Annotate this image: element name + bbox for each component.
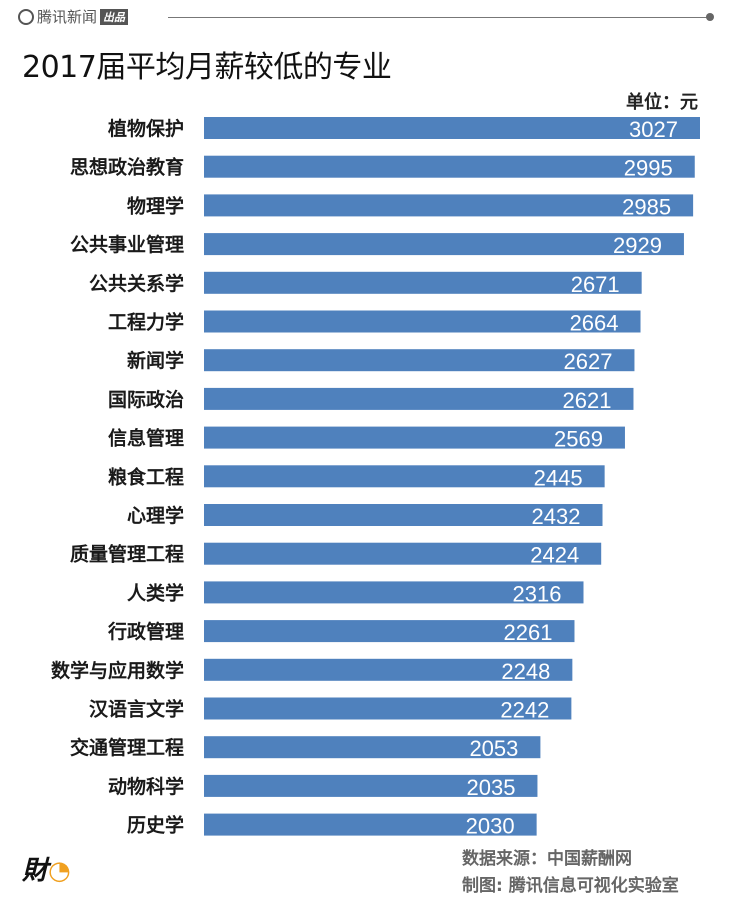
category-label: 人类学	[127, 581, 184, 604]
bar	[204, 387, 634, 410]
value-label: 2445	[534, 465, 583, 490]
bar	[204, 620, 575, 643]
category-label: 行政管理	[107, 620, 184, 643]
chart-credit: 制图: 腾讯信息可视化实验室	[462, 876, 679, 896]
unit-label: 单位：元	[626, 92, 698, 113]
divider-dot	[706, 13, 714, 21]
bar	[204, 194, 694, 217]
category-label: 新闻学	[127, 349, 184, 372]
value-label: 2569	[554, 427, 603, 452]
category-label: 信息管理	[108, 427, 184, 450]
bar	[204, 233, 684, 256]
value-label: 2929	[613, 233, 662, 258]
category-label: 数学与应用数学	[51, 659, 184, 682]
category-label: 物理学	[127, 194, 184, 217]
value-label: 2030	[466, 814, 515, 839]
category-label: 国际政治	[108, 388, 184, 411]
tencent-logo-icon	[18, 8, 34, 25]
caikanjian-logo: 財◔	[22, 856, 71, 886]
header-divider	[168, 17, 708, 18]
bar	[204, 349, 635, 372]
bar	[204, 271, 642, 294]
bar	[204, 310, 641, 333]
category-label: 粮食工程	[108, 465, 184, 488]
value-label: 2664	[570, 311, 619, 336]
bar	[204, 426, 625, 449]
bar	[204, 658, 573, 681]
brand-logo: 腾讯新闻 出品	[18, 6, 129, 27]
value-label: 2985	[622, 194, 671, 219]
value-label: 2432	[532, 504, 581, 529]
brand-tag: 出品	[100, 8, 129, 25]
bar	[204, 697, 572, 720]
category-label: 公共关系学	[89, 272, 184, 295]
bar	[204, 813, 537, 836]
category-label: 历史学	[127, 814, 184, 837]
data-source: 数据来源：中国薪酬网	[462, 849, 632, 869]
bar	[204, 542, 602, 565]
category-label: 公共事业管理	[70, 233, 184, 256]
value-label: 2242	[500, 698, 549, 723]
value-label: 2621	[563, 388, 612, 413]
bar	[204, 465, 605, 488]
value-label: 2424	[530, 543, 579, 568]
value-label: 2248	[501, 659, 550, 684]
bar	[204, 155, 695, 178]
category-label: 汉语言文学	[89, 698, 184, 721]
value-label: 2261	[504, 620, 553, 645]
value-label: 2995	[624, 156, 673, 181]
value-label: 2035	[466, 775, 515, 800]
category-label: 植物保护	[108, 117, 184, 140]
category-label: 质量管理工程	[70, 543, 184, 566]
category-label: 交通管理工程	[70, 736, 184, 759]
category-label: 工程力学	[108, 311, 184, 334]
category-label: 动物科学	[108, 775, 184, 798]
footer-credits: 数据来源：中国薪酬网 制图: 腾讯信息可视化实验室	[462, 846, 679, 900]
brand-name: 腾讯新闻	[37, 8, 98, 26]
value-label: 3027	[629, 117, 678, 142]
bar	[204, 774, 538, 797]
bar	[204, 581, 584, 604]
category-label: 思想政治教育	[70, 156, 184, 179]
value-label: 2053	[469, 736, 518, 761]
header: 腾讯新闻 出品	[18, 6, 718, 28]
value-label: 2627	[564, 349, 613, 374]
chart-title: 2017届平均月薪较低的专业	[22, 50, 392, 85]
value-label: 2671	[571, 272, 620, 297]
value-label: 2316	[513, 581, 562, 606]
bar	[204, 736, 541, 759]
bar	[204, 504, 603, 526]
bar	[204, 117, 700, 139]
category-label: 心理学	[127, 504, 184, 527]
